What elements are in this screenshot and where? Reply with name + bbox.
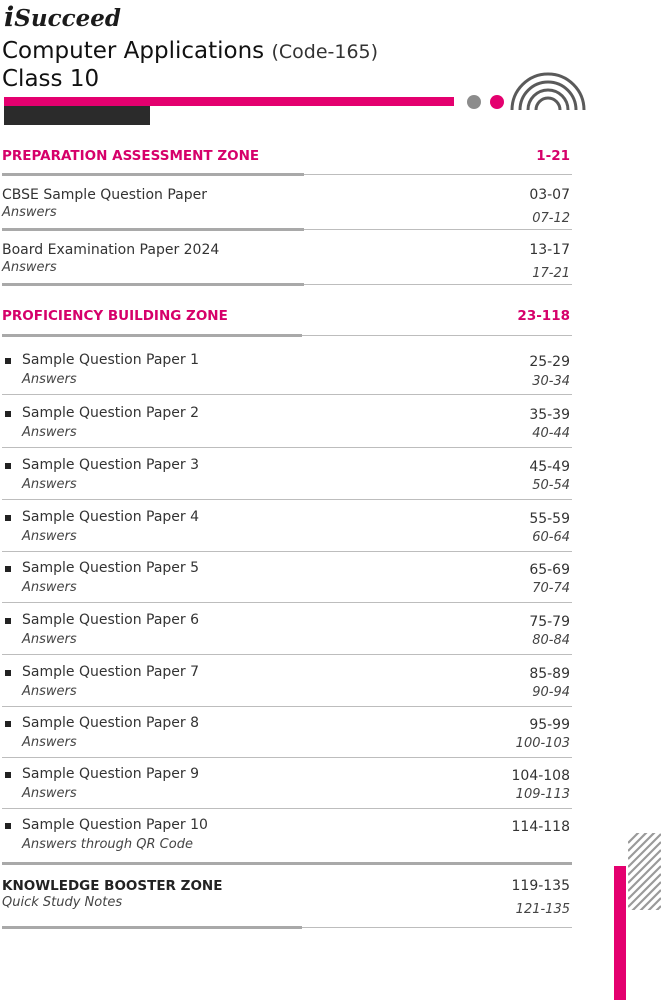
entry-divider bbox=[2, 706, 572, 707]
toc-entry-answer-pages: 109-113 bbox=[515, 787, 570, 802]
toc-entry-answer-pages: 30-34 bbox=[532, 374, 570, 389]
entry-divider bbox=[2, 228, 304, 231]
zone-title-preparation: PREPARATION ASSESSMENT ZONE bbox=[2, 148, 260, 164]
toc-entry-answers: Answers bbox=[22, 632, 77, 647]
toc-entry-answer-pages: 07-12 bbox=[532, 211, 570, 226]
zone-divider bbox=[2, 334, 302, 337]
toc-entry-answer-pages: 80-84 bbox=[532, 633, 570, 648]
toc-entry-answers: Answers bbox=[22, 735, 77, 750]
toc-entry-answers: Answers bbox=[22, 786, 77, 801]
toc-entry-answer-pages: 17-21 bbox=[532, 266, 570, 281]
bullet-icon bbox=[5, 411, 11, 417]
toc-entry-pages: 55-59 bbox=[529, 511, 570, 527]
brand-logo: iSucceed bbox=[4, 2, 121, 33]
entry-divider bbox=[2, 394, 572, 395]
toc-entry-title: Board Examination Paper 2024 bbox=[2, 242, 220, 258]
toc-entry-title: Sample Question Paper 4 bbox=[22, 509, 200, 525]
zone-divider-thin bbox=[302, 335, 572, 336]
magenta-dot-decoration bbox=[490, 95, 504, 109]
toc-entry-answers: Answers bbox=[22, 529, 77, 544]
book-title-text: Computer Applications bbox=[2, 38, 265, 64]
zone-divider-thin bbox=[304, 174, 572, 175]
toc-entry-quick-notes-pages: 121-135 bbox=[515, 902, 570, 917]
zone-pages-proficiency: 23-118 bbox=[517, 308, 570, 324]
toc-entry-answers: Answers bbox=[22, 425, 77, 440]
bullet-icon bbox=[5, 618, 11, 624]
toc-entry-title: Sample Question Paper 9 bbox=[22, 766, 200, 782]
toc-entry-title: Sample Question Paper 6 bbox=[22, 612, 200, 628]
entry-divider bbox=[2, 602, 572, 603]
toc-entry-title: Sample Question Paper 8 bbox=[22, 715, 200, 731]
toc-entry-title: Sample Question Paper 10 bbox=[22, 817, 208, 833]
zone-divider-thin bbox=[302, 927, 572, 928]
entry-divider bbox=[2, 499, 572, 500]
toc-entry-title: Sample Question Paper 7 bbox=[22, 664, 200, 680]
entry-divider bbox=[2, 654, 572, 655]
toc-entry-answers: Answers bbox=[22, 477, 77, 492]
toc-entry-pages: 95-99 bbox=[529, 717, 570, 733]
toc-entry-answer-pages: 90-94 bbox=[532, 685, 570, 700]
zone-divider bbox=[2, 926, 302, 929]
toc-entry-pages: 03-07 bbox=[529, 187, 570, 203]
toc-entry-answers: Answers bbox=[22, 684, 77, 699]
header-accent-bar bbox=[4, 97, 454, 106]
book-title: Computer Applications (Code-165) bbox=[2, 38, 378, 64]
entry-divider bbox=[2, 551, 572, 552]
entry-divider-thin bbox=[304, 229, 572, 230]
toc-entry-title: Sample Question Paper 5 bbox=[22, 560, 200, 576]
subject-code: (Code-165) bbox=[271, 41, 379, 63]
toc-entry-pages: 104-108 bbox=[511, 768, 571, 784]
zone-title-knowledge: KNOWLEDGE BOOSTER ZONE bbox=[2, 878, 223, 894]
entry-divider bbox=[2, 757, 572, 758]
bullet-icon bbox=[5, 515, 11, 521]
zone-divider bbox=[2, 173, 304, 176]
toc-entry-quick-notes: Quick Study Notes bbox=[2, 895, 123, 910]
zone-title-proficiency: PROFICIENCY BUILDING ZONE bbox=[2, 308, 228, 324]
toc-entry-answers: Answers bbox=[2, 260, 57, 275]
bullet-icon bbox=[5, 772, 11, 778]
entry-divider-thin bbox=[304, 284, 572, 285]
toc-entry-answers: Answers bbox=[22, 372, 77, 387]
bullet-icon bbox=[5, 358, 11, 364]
toc-entry-answers: Answers bbox=[22, 580, 77, 595]
zone-pages-knowledge: 119-135 bbox=[511, 878, 571, 894]
entry-divider bbox=[2, 283, 304, 286]
diagonal-hatch-decoration bbox=[628, 833, 661, 910]
toc-entry-answers: Answers bbox=[2, 205, 57, 220]
toc-entry-pages: 45-49 bbox=[529, 459, 570, 475]
entry-divider bbox=[2, 447, 572, 448]
bullet-icon bbox=[5, 463, 11, 469]
toc-entry-pages: 85-89 bbox=[529, 666, 570, 682]
toc-entry-title: Sample Question Paper 1 bbox=[22, 352, 200, 368]
bullet-icon bbox=[5, 823, 11, 829]
bullet-icon bbox=[5, 670, 11, 676]
toc-entry-pages: 13-17 bbox=[529, 242, 570, 258]
toc-entry-answer-pages: 70-74 bbox=[532, 581, 570, 596]
zone-pages-preparation: 1-21 bbox=[536, 148, 570, 164]
toc-entry-title: CBSE Sample Question Paper bbox=[2, 187, 207, 203]
bullet-icon bbox=[5, 721, 11, 727]
entry-divider bbox=[2, 808, 572, 809]
grey-dot-decoration bbox=[467, 95, 481, 109]
vertical-accent-bar bbox=[614, 866, 626, 1000]
toc-entry-answers: Answers through QR Code bbox=[22, 837, 193, 852]
toc-entry-pages: 35-39 bbox=[529, 407, 570, 423]
bullet-icon bbox=[5, 566, 11, 572]
header-dark-bar bbox=[4, 106, 150, 125]
zone-divider bbox=[2, 862, 572, 865]
toc-entry-answer-pages: 50-54 bbox=[532, 478, 570, 493]
concentric-arcs-decoration bbox=[510, 72, 586, 110]
brand-logo-text: Succeed bbox=[14, 5, 121, 32]
toc-entry-title: Sample Question Paper 2 bbox=[22, 405, 200, 421]
toc-entry-answer-pages: 60-64 bbox=[532, 530, 570, 545]
toc-entry-pages: 114-118 bbox=[511, 819, 571, 835]
toc-entry-pages: 65-69 bbox=[529, 562, 570, 578]
toc-entry-answer-pages: 40-44 bbox=[532, 426, 570, 441]
toc-entry-title: Sample Question Paper 3 bbox=[22, 457, 200, 473]
toc-entry-pages: 75-79 bbox=[529, 614, 570, 630]
brand-logo-i: i bbox=[4, 2, 15, 33]
toc-entry-pages: 25-29 bbox=[529, 354, 570, 370]
toc-entry-answer-pages: 100-103 bbox=[515, 736, 570, 751]
class-label: Class 10 bbox=[2, 66, 100, 92]
